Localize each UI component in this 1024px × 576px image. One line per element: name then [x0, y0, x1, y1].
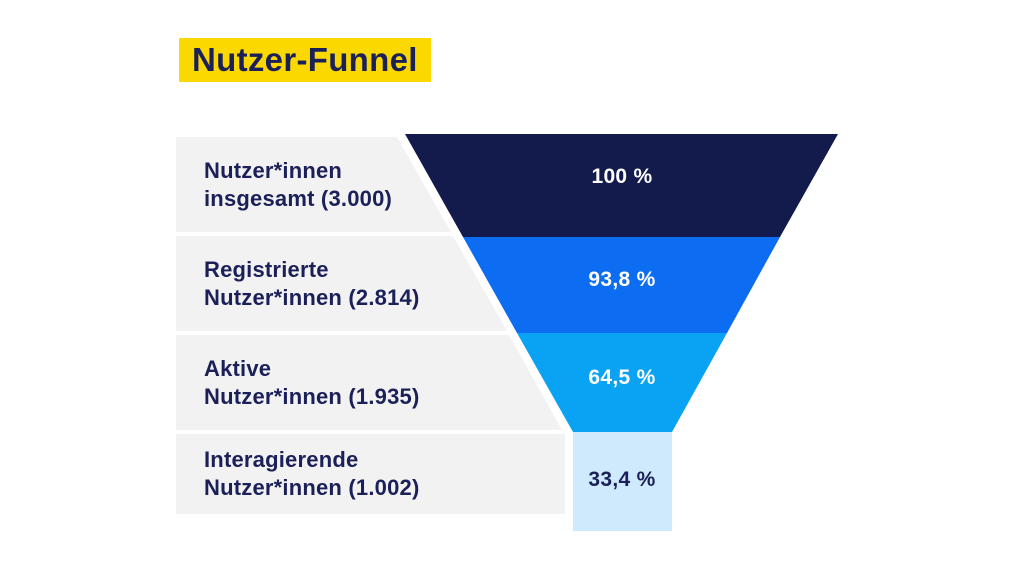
- funnel-band-stage-1: [405, 134, 838, 237]
- stage-label-4-line-1: Interagierende: [204, 447, 359, 472]
- percent-label-stage-3: 64,5 %: [588, 366, 656, 389]
- stage-label-1: Nutzer*innen insgesamt (3.000): [204, 137, 392, 232]
- label-bar-stage-3: [176, 335, 562, 430]
- stage-label-2-line-1: Registrierte: [204, 256, 329, 282]
- stage-label-2-line-2: Nutzer*innen (2.814): [204, 284, 420, 310]
- stage-label-1-line-1: Nutzer*innen: [204, 157, 343, 183]
- label-bar-stage-2: [176, 236, 507, 331]
- label-bar-stage-4: [176, 434, 565, 514]
- stage-label-4-line-2: Nutzer*innen (1.002): [204, 475, 420, 500]
- percent-label-stage-2: 93,8 %: [588, 268, 656, 291]
- percent-label-stage-1: 100 %: [591, 165, 653, 188]
- stage-label-3-line-2: Nutzer*innen (1.935): [204, 383, 420, 409]
- stage-label-3: Aktive Nutzer*innen (1.935): [204, 335, 420, 430]
- chart-title: Nutzer-Funnel: [179, 38, 431, 82]
- funnel-band-stage-2: [463, 237, 780, 333]
- stage-label-4: Interagierende Nutzer*innen (1.002): [204, 434, 420, 514]
- funnel-band-stage-4: [573, 432, 672, 531]
- stage-label-2: Registrierte Nutzer*innen (2.814): [204, 236, 420, 331]
- stage-label-3-line-1: Aktive: [204, 355, 272, 381]
- percent-label-stage-4: 33,4 %: [588, 468, 656, 491]
- stage-label-1-line-2: insgesamt (3.000): [204, 185, 393, 211]
- funnel-band-stage-3: [517, 333, 727, 432]
- label-bar-stage-1: [176, 137, 451, 232]
